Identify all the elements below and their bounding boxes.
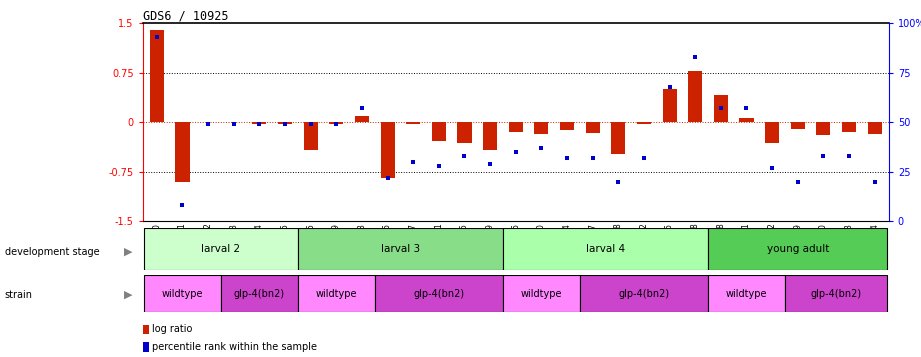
Point: [277, 121, 292, 127]
Bar: [484, 122, 497, 150]
Bar: [278, 122, 292, 124]
Bar: [252, 122, 266, 124]
Point: [816, 153, 831, 159]
Point: [483, 161, 497, 167]
Point: [688, 54, 703, 60]
Bar: [143, 325, 149, 334]
Bar: [508, 122, 523, 131]
Bar: [816, 122, 831, 135]
Point: [560, 155, 575, 161]
Point: [714, 106, 729, 111]
Text: ▶: ▶: [124, 290, 133, 300]
Text: larval 4: larval 4: [586, 244, 625, 254]
Bar: [503, 228, 708, 270]
Text: ▶: ▶: [124, 247, 133, 257]
Bar: [714, 95, 728, 122]
Bar: [637, 122, 651, 124]
Point: [586, 155, 600, 161]
Text: larval 2: larval 2: [202, 244, 240, 254]
Point: [534, 145, 549, 151]
Bar: [688, 71, 703, 122]
Text: strain: strain: [5, 290, 32, 300]
Point: [508, 149, 523, 155]
Bar: [297, 275, 375, 312]
Bar: [329, 122, 344, 124]
Bar: [662, 89, 677, 122]
Point: [842, 153, 857, 159]
Point: [457, 153, 472, 159]
Bar: [868, 122, 881, 134]
Bar: [503, 275, 580, 312]
Text: glp-4(bn2): glp-4(bn2): [414, 288, 464, 299]
Point: [662, 84, 677, 90]
Point: [431, 163, 446, 169]
Bar: [740, 118, 753, 122]
Point: [329, 121, 344, 127]
Bar: [221, 275, 297, 312]
Point: [764, 165, 779, 171]
Bar: [580, 275, 708, 312]
Bar: [143, 342, 149, 352]
Text: wildtype: wildtype: [520, 288, 562, 299]
Bar: [791, 122, 805, 129]
Text: glp-4(bn2): glp-4(bn2): [810, 288, 862, 299]
Bar: [406, 122, 420, 124]
Text: log ratio: log ratio: [152, 324, 192, 335]
Point: [380, 175, 395, 181]
Bar: [586, 122, 600, 133]
Point: [406, 159, 421, 165]
Bar: [842, 122, 857, 131]
Bar: [355, 116, 369, 122]
Bar: [175, 122, 190, 182]
Point: [201, 121, 216, 127]
Text: GDS6 / 10925: GDS6 / 10925: [143, 9, 228, 22]
Bar: [534, 122, 548, 134]
Bar: [708, 275, 785, 312]
Bar: [432, 122, 446, 141]
Point: [740, 106, 754, 111]
Bar: [375, 275, 503, 312]
Bar: [785, 275, 888, 312]
Text: percentile rank within the sample: percentile rank within the sample: [152, 342, 317, 352]
Bar: [458, 122, 472, 144]
Text: glp-4(bn2): glp-4(bn2): [618, 288, 670, 299]
Bar: [150, 30, 164, 122]
Point: [790, 179, 805, 185]
Text: larval 3: larval 3: [381, 244, 420, 254]
Bar: [144, 228, 297, 270]
Text: development stage: development stage: [5, 247, 99, 257]
Point: [227, 121, 241, 127]
Text: glp-4(bn2): glp-4(bn2): [234, 288, 285, 299]
Text: wildtype: wildtype: [726, 288, 767, 299]
Text: wildtype: wildtype: [162, 288, 204, 299]
Bar: [612, 122, 625, 154]
Bar: [304, 122, 318, 150]
Text: young adult: young adult: [766, 244, 829, 254]
Point: [611, 179, 625, 185]
Text: wildtype: wildtype: [316, 288, 357, 299]
Bar: [380, 122, 394, 178]
Bar: [560, 122, 574, 130]
Point: [355, 106, 369, 111]
Bar: [144, 275, 221, 312]
Bar: [765, 122, 779, 144]
Point: [303, 121, 318, 127]
Bar: [297, 228, 503, 270]
Point: [252, 121, 267, 127]
Point: [175, 203, 190, 208]
Bar: [708, 228, 888, 270]
Point: [149, 34, 164, 40]
Point: [636, 155, 651, 161]
Point: [868, 179, 882, 185]
